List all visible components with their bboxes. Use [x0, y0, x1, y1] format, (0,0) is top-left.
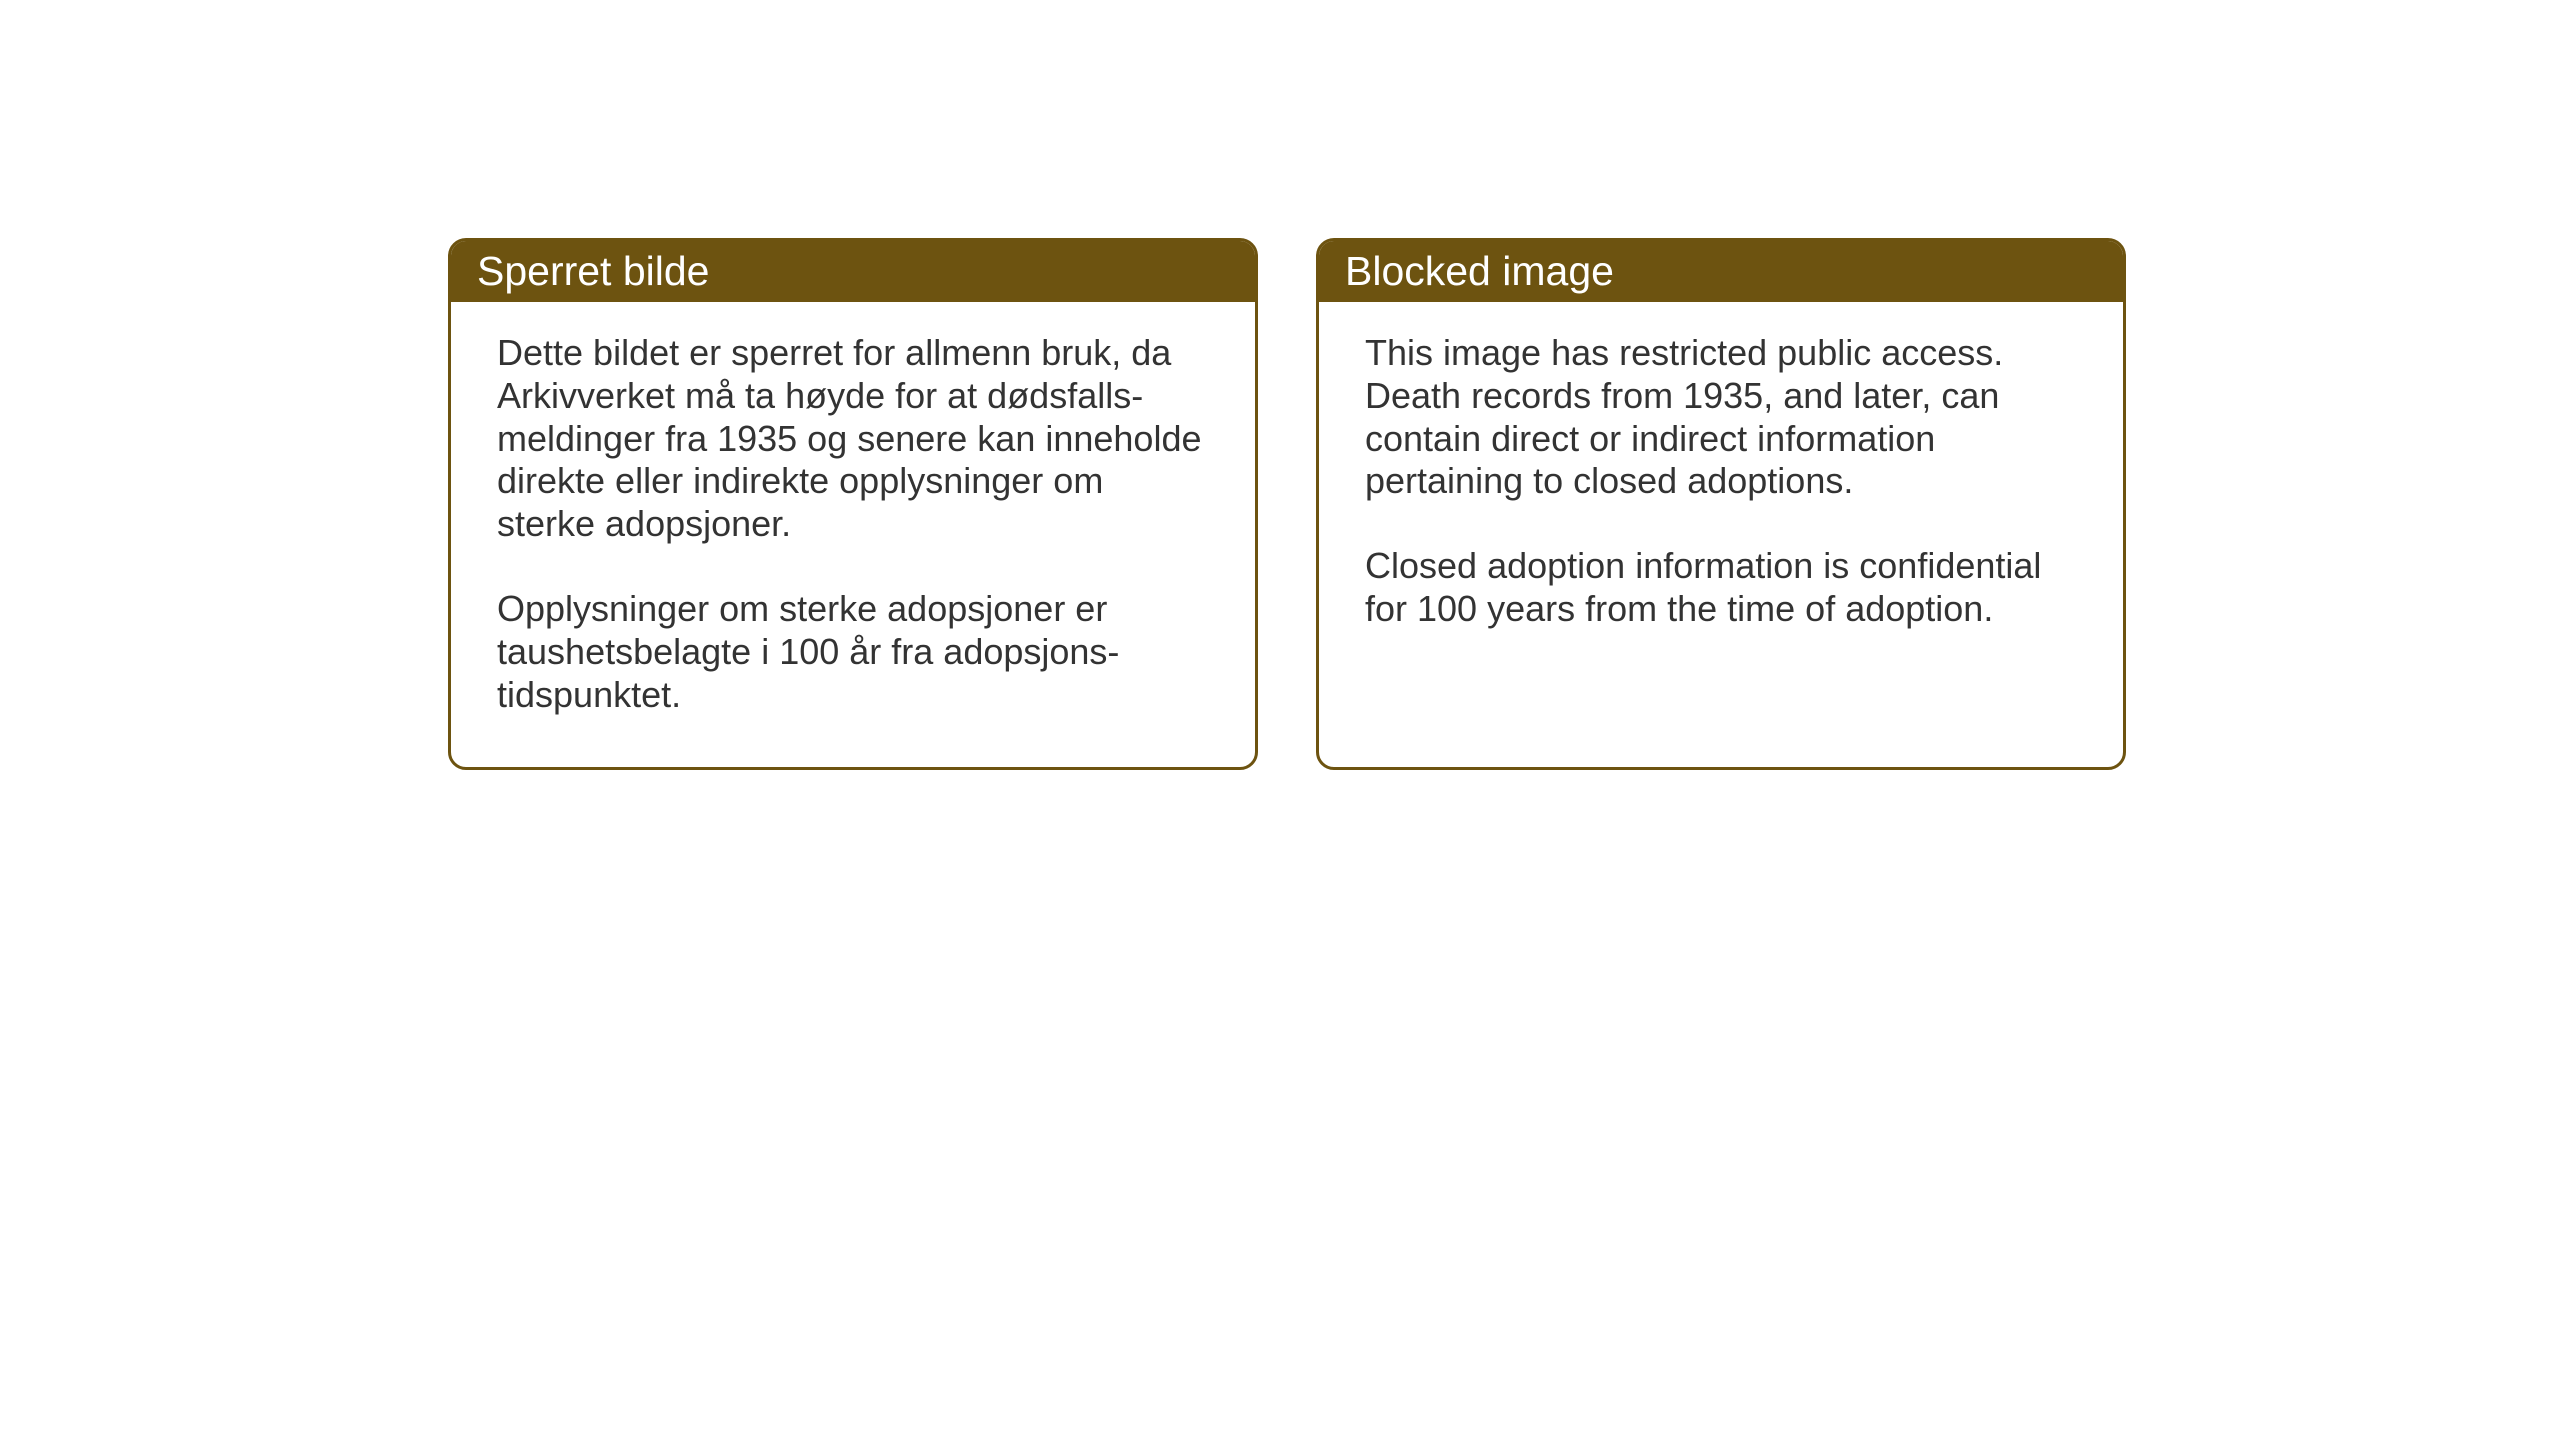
notice-card-english: Blocked image This image has restricted … [1316, 238, 2126, 770]
card-paragraph-2-norwegian: Opplysninger om sterke adopsjoner er tau… [497, 588, 1209, 716]
notice-card-norwegian: Sperret bilde Dette bildet er sperret fo… [448, 238, 1258, 770]
card-paragraph-1-english: This image has restricted public access.… [1365, 332, 2077, 503]
card-body-english: This image has restricted public access.… [1319, 302, 2123, 681]
card-paragraph-1-norwegian: Dette bildet er sperret for allmenn bruk… [497, 332, 1209, 546]
notice-container: Sperret bilde Dette bildet er sperret fo… [448, 238, 2126, 770]
card-paragraph-2-english: Closed adoption information is confident… [1365, 545, 2077, 631]
card-title-norwegian: Sperret bilde [477, 248, 709, 294]
card-body-norwegian: Dette bildet er sperret for allmenn bruk… [451, 302, 1255, 767]
card-header-english: Blocked image [1319, 241, 2123, 302]
card-header-norwegian: Sperret bilde [451, 241, 1255, 302]
card-title-english: Blocked image [1345, 248, 1614, 294]
